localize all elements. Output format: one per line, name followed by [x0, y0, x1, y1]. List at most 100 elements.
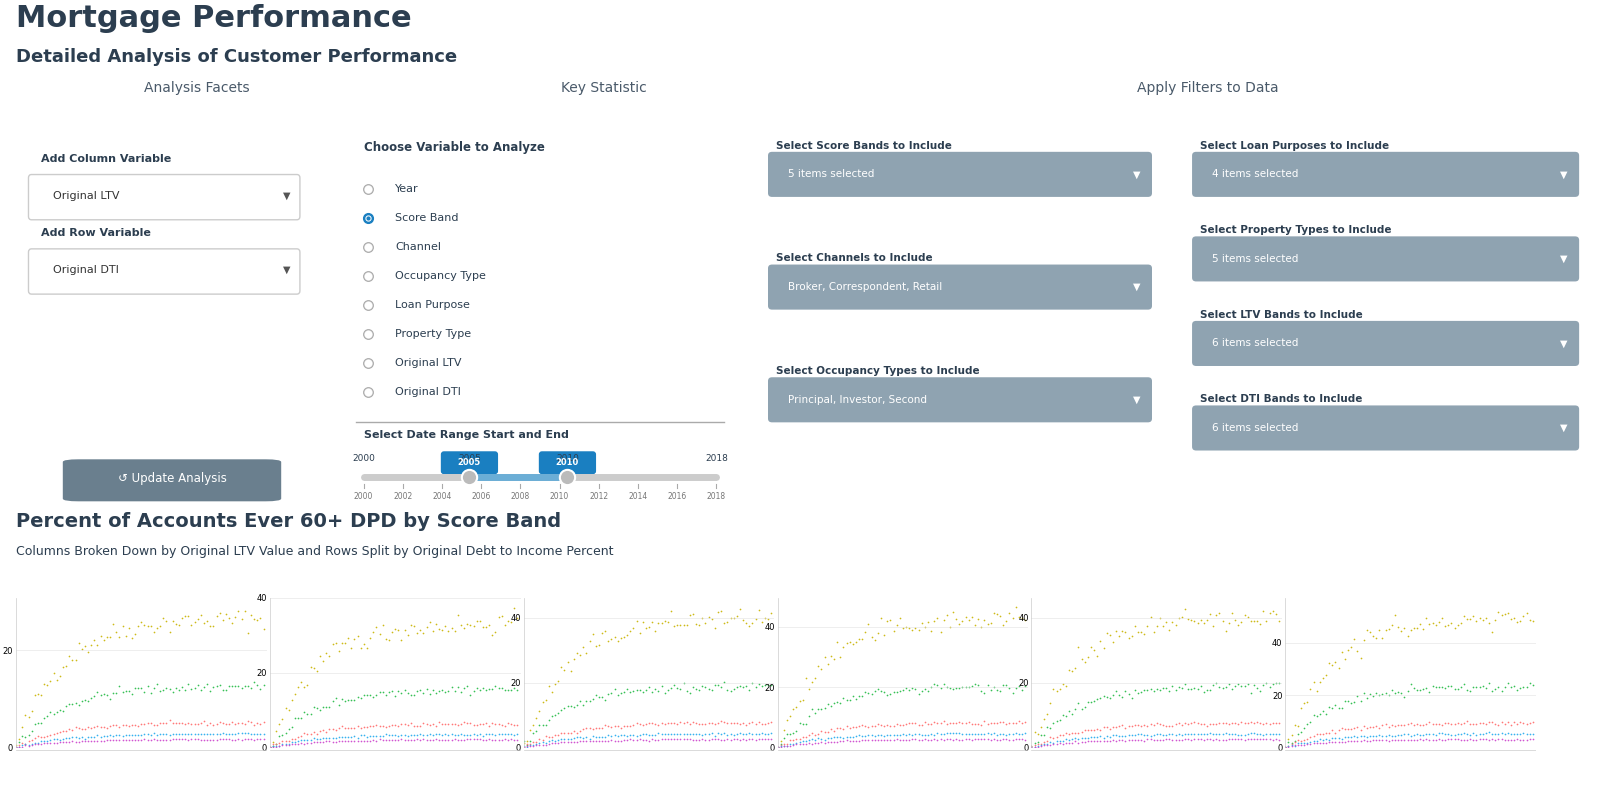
Point [643, 625, 669, 638]
Point [690, 680, 715, 692]
Point [1326, 735, 1352, 748]
Point [323, 723, 349, 736]
Point [726, 718, 752, 730]
Point [742, 680, 768, 693]
Point [448, 618, 474, 631]
Point [141, 681, 166, 694]
Point [709, 604, 734, 617]
Point [941, 683, 966, 696]
Point [1141, 729, 1166, 742]
Point [339, 722, 365, 734]
Point [542, 729, 568, 742]
Point [382, 622, 408, 635]
Point [859, 719, 885, 732]
Point [978, 717, 1003, 730]
Point [821, 735, 846, 748]
Point [173, 609, 198, 622]
Point [568, 648, 594, 661]
Point [702, 621, 728, 634]
Point [317, 722, 342, 735]
Point [496, 728, 522, 741]
Point [53, 699, 78, 712]
Point [307, 735, 333, 748]
Point [520, 740, 546, 753]
Point [1115, 631, 1141, 644]
Text: Original LTV: Original LTV [395, 358, 461, 368]
Point [402, 719, 427, 732]
Point [571, 698, 597, 711]
Point [82, 634, 107, 647]
Point [1000, 612, 1026, 625]
Point [1445, 733, 1470, 746]
Text: 2010: 2010 [550, 492, 570, 501]
Point [1040, 736, 1066, 749]
Point [82, 730, 107, 743]
Point [1229, 728, 1254, 741]
Point [426, 685, 451, 698]
Point [925, 726, 950, 739]
Point [1323, 735, 1349, 748]
Point [363, 718, 389, 731]
Point [680, 608, 706, 621]
Point [533, 693, 558, 706]
Point [880, 685, 906, 698]
Point [1059, 736, 1085, 749]
Point [709, 734, 734, 747]
Point [1323, 655, 1349, 668]
Point [922, 716, 947, 729]
Point [1109, 625, 1134, 638]
Point [821, 696, 846, 709]
Point [1350, 729, 1376, 742]
Point [614, 629, 640, 642]
Point [1248, 727, 1274, 740]
Point [114, 629, 139, 642]
Text: 2005: 2005 [458, 454, 482, 463]
Point [19, 705, 45, 718]
Point [190, 733, 216, 746]
Point [373, 734, 398, 747]
Point [1350, 719, 1376, 732]
Point [1088, 635, 1114, 648]
Point [267, 737, 293, 750]
Point [510, 740, 536, 753]
Point [1141, 685, 1166, 698]
Point [706, 733, 731, 746]
Point [990, 679, 1016, 692]
Point [1245, 615, 1270, 628]
Point [598, 734, 624, 747]
Point [576, 734, 602, 747]
Point [1242, 726, 1267, 739]
Point [1062, 662, 1088, 675]
Point [357, 689, 382, 702]
Point [899, 733, 925, 746]
Point [824, 730, 850, 743]
Point [893, 718, 918, 730]
Point [624, 614, 650, 627]
Point [915, 615, 941, 628]
Point [1059, 732, 1085, 745]
Point [370, 686, 395, 699]
Point [147, 684, 173, 697]
Point [1157, 719, 1182, 732]
Point [1147, 612, 1173, 625]
Point [1504, 733, 1530, 746]
Text: Analysis Facets: Analysis Facets [144, 81, 250, 95]
Point [834, 720, 859, 733]
Point [88, 720, 114, 733]
Point [442, 718, 467, 730]
Point [1069, 735, 1094, 748]
Point [194, 733, 219, 746]
Point [814, 725, 840, 738]
Point [718, 612, 744, 625]
Point [29, 734, 54, 747]
Point [323, 637, 349, 650]
Point [1043, 684, 1069, 697]
Point [363, 689, 389, 702]
Point [179, 718, 205, 730]
Point [264, 725, 290, 738]
Point [53, 736, 78, 749]
Point [1176, 733, 1202, 746]
Point [781, 703, 806, 716]
Point [203, 718, 229, 730]
Point [1392, 719, 1418, 732]
